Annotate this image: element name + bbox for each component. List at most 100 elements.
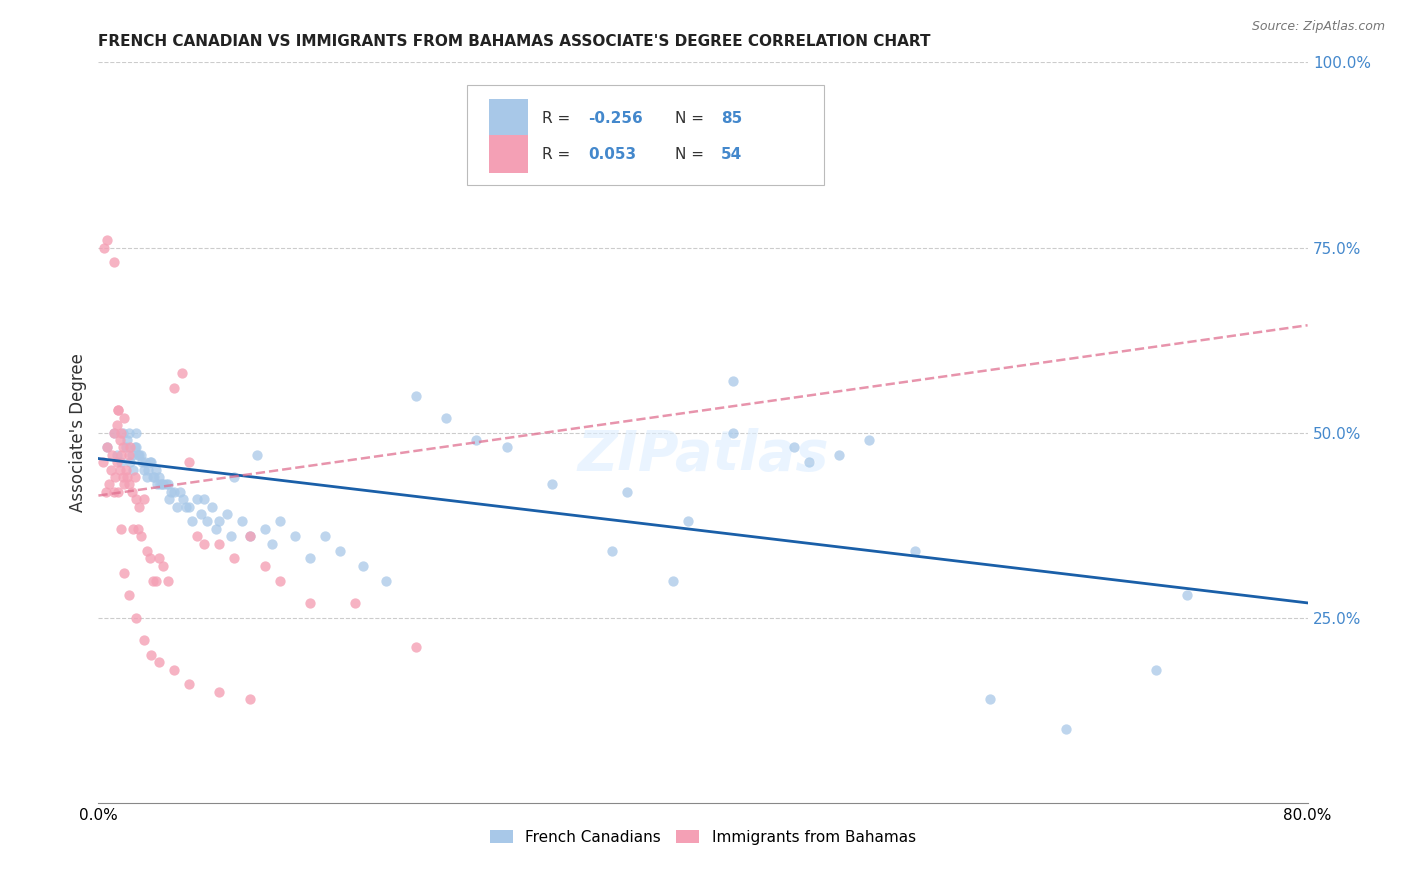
Text: 85: 85 xyxy=(721,112,742,126)
Point xyxy=(329,544,352,558)
Point xyxy=(174,500,197,514)
Point xyxy=(103,425,125,440)
Text: 54: 54 xyxy=(721,147,742,161)
Text: FRENCH CANADIAN VS IMMIGRANTS FROM BAHAMAS ASSOCIATE'S DEGREE CORRELATION CHART: FRENCH CANADIAN VS IMMIGRANTS FROM BAHAM… xyxy=(98,34,931,49)
Point xyxy=(284,529,307,543)
Text: N =: N = xyxy=(675,112,709,126)
Point xyxy=(103,255,125,269)
Point xyxy=(904,544,927,558)
Point xyxy=(96,233,118,247)
Point xyxy=(134,455,156,469)
Point xyxy=(124,470,146,484)
Point xyxy=(112,410,135,425)
Text: N =: N = xyxy=(675,147,709,161)
Point xyxy=(616,484,638,499)
Point xyxy=(224,551,246,566)
Point xyxy=(122,522,145,536)
Point xyxy=(129,448,152,462)
Point xyxy=(1144,663,1167,677)
Point xyxy=(1175,589,1198,603)
Point xyxy=(540,477,562,491)
Point xyxy=(105,455,128,469)
Point xyxy=(114,462,136,476)
Point xyxy=(179,677,201,691)
Point xyxy=(132,632,155,647)
Point xyxy=(124,441,146,455)
Point xyxy=(314,529,336,543)
Point xyxy=(146,477,169,491)
Point xyxy=(299,551,322,566)
Point xyxy=(858,433,880,447)
Point xyxy=(125,441,148,455)
Point xyxy=(148,655,170,669)
Text: Source: ZipAtlas.com: Source: ZipAtlas.com xyxy=(1251,20,1385,33)
Point xyxy=(166,500,188,514)
Text: R =: R = xyxy=(543,112,575,126)
Point xyxy=(231,515,253,529)
FancyBboxPatch shape xyxy=(467,85,824,185)
Point xyxy=(125,610,148,624)
Point xyxy=(405,640,427,655)
Point xyxy=(208,536,231,550)
Point xyxy=(465,433,488,447)
Point xyxy=(195,515,218,529)
Bar xyxy=(489,135,527,173)
Point xyxy=(127,448,149,462)
Point xyxy=(112,477,135,491)
Point xyxy=(103,425,125,440)
Point xyxy=(661,574,683,588)
Point xyxy=(141,455,163,469)
Point xyxy=(269,574,291,588)
Point xyxy=(120,455,142,469)
Point xyxy=(783,441,806,455)
Y-axis label: Associate's Degree: Associate's Degree xyxy=(69,353,87,512)
Point xyxy=(186,492,208,507)
Point xyxy=(129,529,152,543)
Point xyxy=(141,648,163,662)
Point xyxy=(148,470,170,484)
Point xyxy=(100,462,122,476)
Point xyxy=(118,589,141,603)
Point xyxy=(96,441,118,455)
Point xyxy=(269,515,291,529)
Point xyxy=(201,500,224,514)
Point xyxy=(828,448,851,462)
Point xyxy=(1054,722,1077,736)
Point xyxy=(125,492,148,507)
Point xyxy=(163,663,186,677)
Point xyxy=(145,574,167,588)
Point xyxy=(797,455,820,469)
Point xyxy=(179,455,201,469)
Point xyxy=(159,492,181,507)
Point xyxy=(246,448,269,462)
Point xyxy=(125,425,148,440)
Point xyxy=(344,596,367,610)
Point xyxy=(179,500,201,514)
Legend: French Canadians, Immigrants from Bahamas: French Canadians, Immigrants from Bahama… xyxy=(484,823,922,851)
Point xyxy=(142,470,165,484)
Point xyxy=(120,441,142,455)
Point xyxy=(136,462,159,476)
Point xyxy=(108,462,131,476)
Point xyxy=(110,448,132,462)
Point xyxy=(135,544,157,558)
Point xyxy=(156,574,179,588)
Point xyxy=(135,470,157,484)
Point xyxy=(111,470,134,484)
Point xyxy=(169,484,191,499)
Point xyxy=(132,462,155,476)
Point xyxy=(149,477,172,491)
Point xyxy=(101,448,124,462)
Point xyxy=(110,455,132,469)
Point xyxy=(150,477,173,491)
Point xyxy=(121,448,143,462)
Point xyxy=(262,536,284,550)
Point xyxy=(132,492,155,507)
Point xyxy=(121,484,143,499)
Text: 0.053: 0.053 xyxy=(588,147,637,161)
Point xyxy=(105,418,128,433)
Point xyxy=(190,507,212,521)
Point xyxy=(112,566,135,581)
Point xyxy=(156,477,179,491)
Point xyxy=(110,425,132,440)
